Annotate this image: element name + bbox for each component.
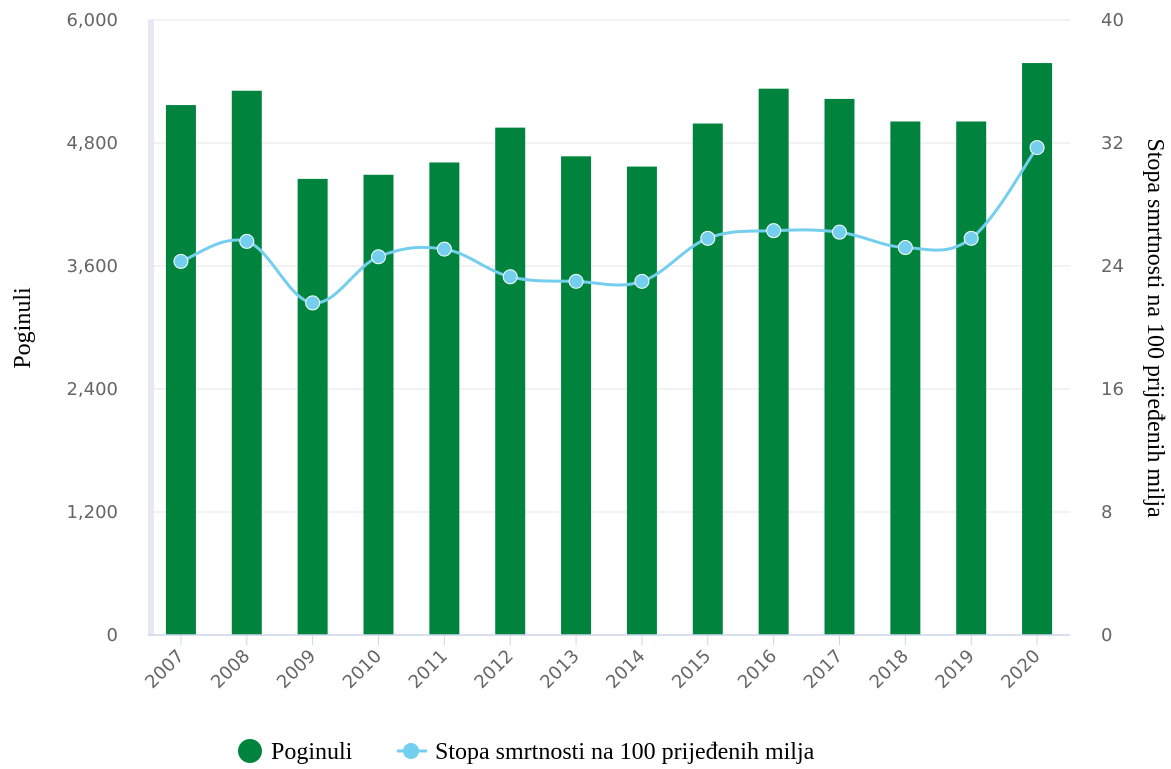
x-tick-label: 2014 bbox=[602, 646, 649, 693]
stopa-point-2016[interactable] bbox=[766, 223, 782, 239]
bar-2014[interactable] bbox=[626, 166, 657, 635]
stopa-point-2009[interactable] bbox=[305, 295, 321, 311]
bar-2012[interactable] bbox=[495, 127, 526, 635]
legend-label-poginuli: Poginuli bbox=[271, 739, 353, 765]
line-series-stopa bbox=[173, 140, 1045, 311]
legend-item-stopa[interactable]: Stopa smrtnosti na 100 prijeđenih milja bbox=[397, 739, 815, 765]
x-tick-label: 2009 bbox=[273, 646, 320, 693]
bar-2016[interactable] bbox=[758, 88, 789, 636]
y-right-tick-label: 24 bbox=[1101, 256, 1124, 277]
y-left-tick-label: 2,400 bbox=[66, 379, 118, 400]
bar-series-poginuli bbox=[165, 63, 1053, 636]
bar-2019[interactable] bbox=[956, 121, 987, 636]
left-axis-band bbox=[148, 20, 154, 635]
y-right-tick-label: 0 bbox=[1101, 625, 1112, 646]
stopa-point-2015[interactable] bbox=[700, 230, 716, 246]
y-left-tick-label: 6,000 bbox=[66, 10, 118, 31]
stopa-point-2014[interactable] bbox=[634, 273, 650, 289]
y-left-ticks: 0 1,200 2,400 3,600 4,800 6,000 bbox=[66, 10, 118, 646]
stopa-point-2012[interactable] bbox=[502, 269, 518, 285]
y-left-tick-label: 1,200 bbox=[66, 502, 118, 523]
stopa-point-2008[interactable] bbox=[239, 233, 255, 249]
bar-2015[interactable] bbox=[692, 123, 723, 636]
stopa-point-2018[interactable] bbox=[897, 240, 913, 256]
bar-2008[interactable] bbox=[231, 90, 262, 636]
x-tick-label: 2012 bbox=[471, 646, 518, 693]
stopa-point-2013[interactable] bbox=[568, 273, 584, 289]
y-right-tick-label: 8 bbox=[1101, 502, 1112, 523]
gridlines bbox=[148, 19, 1070, 513]
x-tick-label: 2018 bbox=[866, 646, 913, 693]
y-right-ticks: 0 8 16 24 32 40 bbox=[1101, 10, 1124, 646]
x-tick-label: 2013 bbox=[536, 646, 583, 693]
bar-2011[interactable] bbox=[429, 162, 460, 635]
y-left-tick-label: 3,600 bbox=[66, 256, 118, 277]
bar-2018[interactable] bbox=[890, 121, 921, 636]
y-left-tick-label: 4,800 bbox=[66, 133, 118, 154]
y-right-tick-label: 16 bbox=[1101, 379, 1124, 400]
x-tick-label: 2019 bbox=[932, 646, 979, 693]
legend-label-stopa: Stopa smrtnosti na 100 prijeđenih milja bbox=[435, 739, 815, 765]
x-tick-label: 2007 bbox=[141, 646, 188, 693]
stopa-point-2017[interactable] bbox=[832, 224, 847, 240]
bar-2007[interactable] bbox=[165, 105, 196, 635]
bar-2010[interactable] bbox=[363, 174, 394, 635]
bar-2013[interactable] bbox=[561, 156, 592, 635]
x-ticks: 2007 2008 2009 2010 2011 2012 2013 2014 2015 2016… bbox=[141, 635, 1045, 693]
x-tick-label: 2017 bbox=[800, 646, 847, 693]
y-right-axis-title: Stopa smrtnosti na 100 prijeđenih milja bbox=[1142, 138, 1168, 518]
x-tick-label: 2008 bbox=[207, 646, 254, 693]
y-left-tick-label: 0 bbox=[107, 625, 118, 646]
x-tick-label: 2016 bbox=[734, 646, 781, 693]
x-tick-label: 2020 bbox=[997, 646, 1044, 693]
bar-2020[interactable] bbox=[1022, 63, 1053, 636]
bar-2017[interactable] bbox=[824, 98, 855, 636]
legend-item-poginuli[interactable]: Poginuli bbox=[238, 739, 353, 765]
legend[interactable]: Poginuli Stopa smrtnosti na 100 prijeđen… bbox=[238, 739, 815, 765]
x-tick-label: 2015 bbox=[668, 646, 715, 693]
x-tick-label: 2010 bbox=[339, 646, 386, 693]
stopa-point-2010[interactable] bbox=[371, 249, 386, 265]
y-right-tick-label: 32 bbox=[1101, 133, 1124, 154]
stopa-point-2020[interactable] bbox=[1029, 140, 1045, 156]
legend-marker-stopa bbox=[403, 743, 419, 759]
stopa-point-2019[interactable] bbox=[963, 230, 979, 246]
x-tick-label: 2011 bbox=[405, 646, 452, 693]
legend-marker-poginuli bbox=[238, 739, 262, 763]
y-left-axis-title: Poginuli bbox=[10, 287, 36, 369]
y-right-tick-label: 40 bbox=[1101, 10, 1124, 31]
bar-2009[interactable] bbox=[297, 178, 328, 635]
stopa-point-2007[interactable] bbox=[173, 253, 189, 269]
stopa-point-2011[interactable] bbox=[436, 241, 452, 257]
